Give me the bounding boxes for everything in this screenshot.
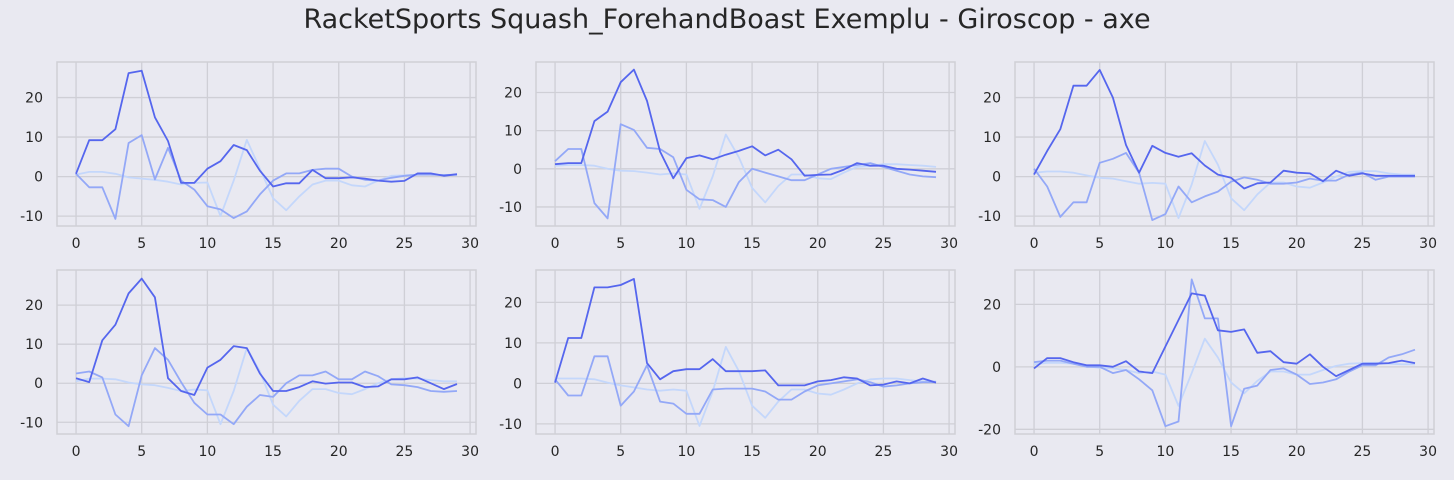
x-tick-label: 25 [396,236,414,252]
x-tick-label: 15 [743,444,761,460]
x-tick-label: 10 [677,236,695,252]
subplot-1: 0 5 10 15 20 25 30 -10 0 10 20 [20,61,479,252]
x-tick-label: 10 [198,444,216,460]
y-tick-label: 10 [504,336,522,352]
series-line-3 [75,138,457,218]
plot-area [57,270,476,434]
y-tick-label: 20 [25,298,43,314]
x-tick-label: 10 [677,444,695,460]
x-tick-label: 20 [330,444,348,460]
x-tick-label: 30 [940,236,958,252]
y-tick-label: -10 [978,209,1001,225]
y-tick-label: -20 [978,422,1001,438]
series-line-2 [75,347,458,428]
x-tick-label: 20 [1288,444,1306,460]
y-tick-label: -10 [20,415,43,431]
series-line-1 [554,68,937,180]
x-tick-label: 0 [551,236,560,252]
x-tick-label: 30 [461,444,479,460]
x-tick-label: 0 [1030,236,1039,252]
plot-frame [56,269,477,435]
plot-frame [1014,61,1435,227]
subplot-5: 0 5 10 15 20 25 30 -10 0 10 20 [499,269,958,460]
y-tick-label: 10 [25,337,43,353]
series-line-2 [554,355,936,415]
plot-frame [56,61,477,227]
y-tick-label: 0 [513,162,522,178]
subplot-6: 0 5 10 15 20 25 30 -20 0 20 [978,269,1437,460]
y-tick-label: 20 [983,297,1001,313]
series-line-1 [554,277,937,387]
series-line-2 [1033,151,1415,222]
y-tick-label: 20 [983,91,1001,107]
y-tick-label: 0 [34,170,43,186]
x-tick-label: 25 [1354,236,1372,252]
x-tick-label: 20 [1288,236,1306,252]
subplot-4: 0 5 10 15 20 25 30 -10 0 10 20 [20,269,479,460]
x-tick-label: 10 [1156,444,1174,460]
x-tick-label: 20 [809,236,827,252]
y-tick-label: 0 [992,170,1001,186]
x-tick-label: 0 [72,236,81,252]
x-tick-label: 5 [616,236,625,252]
x-tick-label: 5 [137,444,146,460]
x-tick-label: 30 [461,236,479,252]
y-tick-label: 10 [983,130,1001,146]
plot-area [1015,270,1434,434]
x-tick-label: 5 [1095,236,1104,252]
y-tick-label: 10 [25,130,43,146]
y-tick-label: 0 [34,376,43,392]
plot-frame [535,61,956,227]
x-tick-label: 25 [1354,444,1372,460]
series-line-2 [554,123,937,220]
series-line-1 [75,69,458,188]
x-tick-label: 15 [743,236,761,252]
series-line-3 [1033,140,1415,220]
y-tick-label: -10 [499,417,522,433]
x-tick-label: 10 [198,236,216,252]
plot-area [1015,62,1434,226]
x-tick-label: 30 [1419,236,1437,252]
y-tick-label: 0 [992,360,1001,376]
y-tick-label: 10 [504,124,522,140]
x-tick-label: 5 [1095,444,1104,460]
subplot-2: 0 5 10 15 20 25 30 -10 0 10 20 [499,61,958,252]
plot-frame [535,269,956,435]
x-tick-label: 5 [137,236,146,252]
x-tick-label: 0 [72,444,81,460]
x-tick-label: 0 [1030,444,1039,460]
x-tick-label: 25 [396,444,414,460]
plot-frame [1014,269,1435,435]
y-tick-label: 20 [504,295,522,311]
x-tick-label: 5 [616,444,625,460]
x-tick-label: 25 [875,236,893,252]
series-line-1 [1033,292,1416,378]
page-title: RacketSports Squash_ForehandBoast Exempl… [303,4,1151,35]
y-tick-label: 20 [504,86,522,102]
series-line-1 [75,277,458,396]
y-tick-label: 0 [513,376,522,392]
series-line-1 [1033,69,1415,190]
series-line-2 [1033,278,1416,428]
y-tick-label: 20 [25,91,43,107]
x-tick-label: 15 [1222,444,1240,460]
y-tick-label: -10 [20,209,43,225]
x-tick-label: 0 [551,444,560,460]
y-tick-label: -10 [499,200,522,216]
x-tick-label: 15 [1222,236,1240,252]
x-tick-label: 25 [875,444,893,460]
plot-area [57,62,476,226]
series-line-2 [75,134,458,220]
x-tick-label: 20 [809,444,827,460]
x-tick-label: 20 [330,236,348,252]
x-tick-label: 10 [1156,236,1174,252]
x-tick-label: 30 [1419,444,1437,460]
x-tick-label: 15 [264,236,282,252]
plot-area [536,270,955,434]
plot-area [536,62,955,226]
x-tick-label: 30 [940,444,958,460]
subplot-3: 0 5 10 15 20 25 30 -10 0 10 20 [978,61,1437,252]
x-tick-label: 15 [264,444,282,460]
